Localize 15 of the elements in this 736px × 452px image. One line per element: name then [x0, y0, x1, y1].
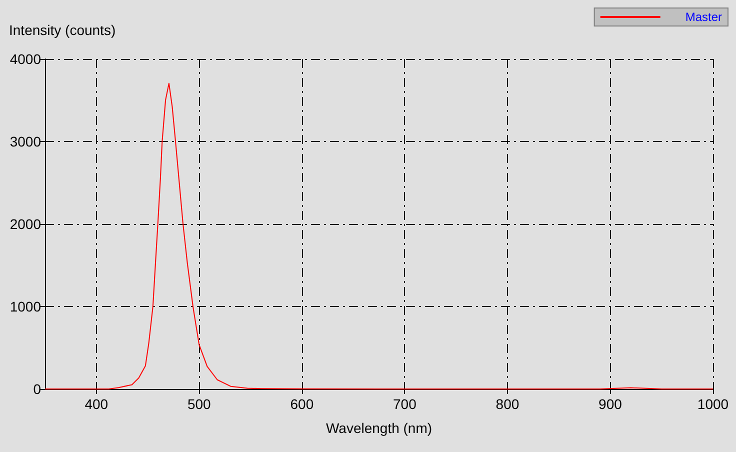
y-axis-title: Intensity (counts): [9, 22, 116, 38]
x-tick-label: 1000: [697, 396, 729, 412]
y-tick-label: 1000: [10, 298, 42, 314]
y-tick-label: 0: [33, 381, 42, 397]
legend-label: Master: [685, 10, 722, 24]
x-tick-label: 700: [393, 396, 417, 412]
x-tick-label: 600: [290, 396, 314, 412]
y-tick-label: 2000: [10, 216, 42, 232]
x-axis-title: Wavelength (nm): [326, 420, 432, 436]
x-tick-label: 800: [496, 396, 520, 412]
y-tick-label: 4000: [10, 51, 42, 67]
x-tick-label: 900: [598, 396, 622, 412]
x-tick-label: 400: [84, 396, 108, 412]
x-tick-label: 500: [187, 396, 212, 412]
y-tick-label: 3000: [10, 134, 42, 150]
